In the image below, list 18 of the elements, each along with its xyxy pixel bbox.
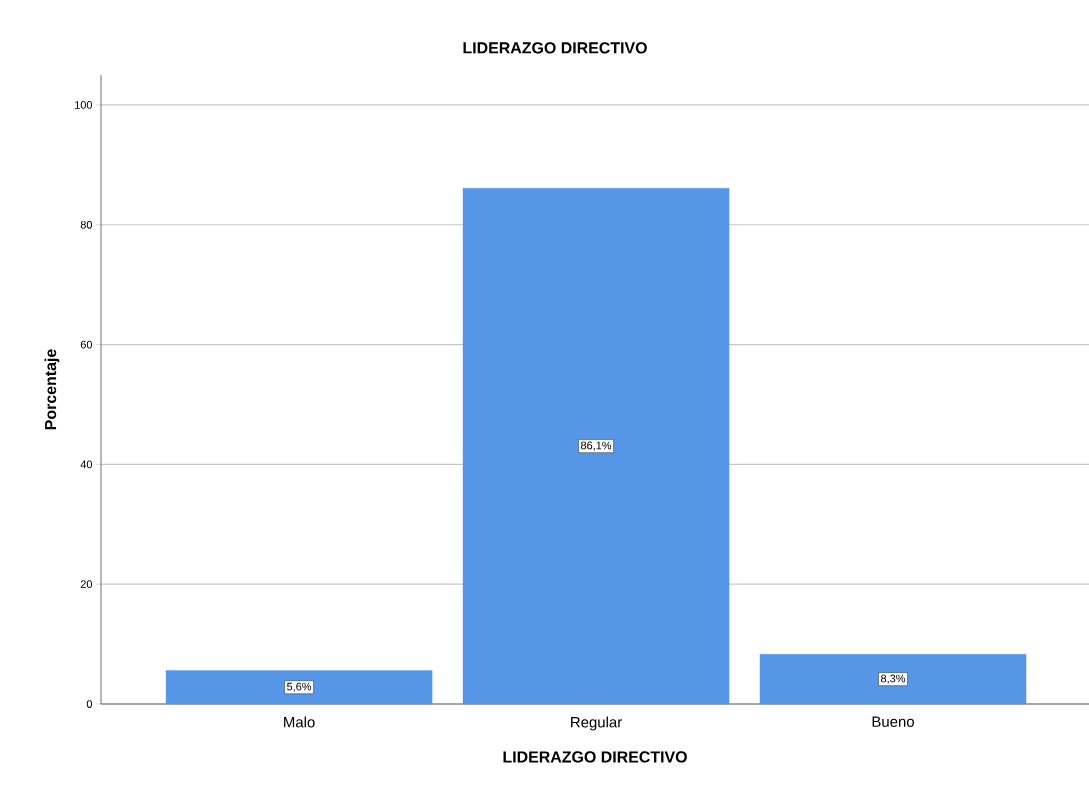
x-tick-label: Malo (284, 716, 315, 728)
bar (165, 670, 433, 705)
x-axis-title: LIDERAZGO DIRECTIVO (503, 751, 687, 763)
data-label: 86,1% (580, 441, 612, 451)
y-tick-label: 20 (80, 580, 93, 589)
y-tick-label: 100 (75, 101, 93, 109)
bar (759, 654, 1027, 705)
y-tick-label: 0 (86, 700, 93, 708)
x-tick-label: Regular (571, 716, 622, 731)
y-axis-title: Porcentaje (44, 349, 60, 430)
bar (462, 188, 730, 705)
y-tick-label: 60 (80, 340, 93, 349)
y-tick-label: 80 (80, 220, 93, 229)
data-label: 8,3% (880, 674, 906, 684)
data-label: 5,6% (287, 682, 312, 692)
chart-title: LIDERAZGO DIRECTIVO (463, 42, 647, 54)
y-tick-label: 40 (80, 460, 93, 469)
x-tick-label: Bueno (872, 716, 914, 727)
